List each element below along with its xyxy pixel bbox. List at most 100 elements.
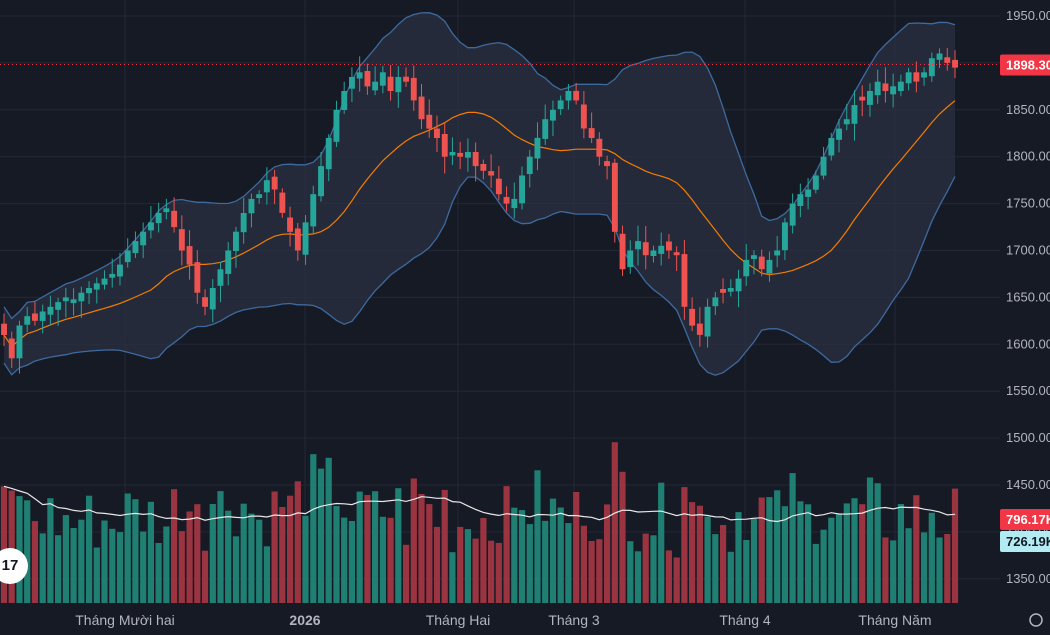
volume-bar (294, 481, 301, 603)
volume-bar (789, 473, 796, 603)
candle (39, 304, 46, 334)
candle-body (774, 250, 781, 256)
candle-body (124, 250, 131, 263)
candle-body (542, 119, 549, 139)
volume-bar (109, 528, 116, 603)
y-tick-label: 1950.00 (1006, 8, 1050, 23)
candles (1, 48, 958, 374)
candle-body (349, 77, 355, 89)
candle (735, 269, 742, 308)
volume-bar (619, 471, 626, 603)
volume-bar (689, 502, 696, 603)
candle (782, 217, 788, 260)
volume-bar (124, 493, 131, 603)
candle (364, 63, 371, 95)
volume-ma-line (3, 485, 956, 523)
volume-bar (596, 539, 603, 603)
y-tick-label: 1650.00 (1006, 289, 1050, 304)
x-tick-label: Tháng Năm (858, 612, 931, 628)
lower-band (3, 176, 956, 376)
candle (426, 99, 433, 138)
candle-body (580, 104, 587, 129)
volume-bar (171, 489, 178, 603)
price-axis[interactable]: 1950.001900.001850.001800.001750.001700.… (1000, 8, 1050, 586)
candle (140, 222, 147, 259)
volume-bar (805, 504, 812, 603)
volume-bar (217, 491, 224, 603)
candle (434, 115, 440, 153)
candle-body (248, 198, 255, 214)
volume-bar (511, 507, 518, 603)
candle (55, 297, 62, 326)
candle-body (658, 245, 665, 254)
volume-bar (743, 540, 750, 603)
volume-bar (928, 512, 935, 603)
y-tick-label: 1450.00 (1006, 477, 1050, 492)
volume-bar (225, 510, 232, 603)
volume-bar (93, 547, 100, 603)
candle-body (666, 241, 672, 251)
candle-body (565, 91, 572, 101)
y-tick-label: 1700.00 (1006, 243, 1050, 258)
candle-body (194, 262, 201, 293)
candle-body (171, 210, 178, 228)
volume-bar (86, 495, 93, 603)
volume-bar (441, 489, 448, 603)
candle (248, 193, 255, 228)
volume-bar (341, 517, 348, 603)
candle-body (117, 264, 123, 277)
last-price-label: 1898.30 (1006, 57, 1050, 72)
candle (318, 151, 324, 202)
volume-bar (673, 557, 680, 603)
candle-body (279, 192, 286, 213)
candle-body (55, 302, 62, 310)
candle (897, 74, 904, 97)
candle-body (766, 259, 773, 274)
candle-body (302, 222, 309, 255)
candle (395, 66, 402, 108)
candle-body (78, 292, 85, 302)
candle (349, 67, 355, 103)
volume-bar (62, 515, 69, 603)
candle (47, 295, 54, 325)
y-tick-label: 1600.00 (1006, 336, 1050, 351)
candle (689, 297, 696, 332)
time-axis[interactable]: Tháng Mười hai 2026 Tháng Hai Tháng 3 Tháng … (75, 612, 1043, 628)
candle-body (828, 137, 835, 156)
volume-bar (116, 532, 124, 603)
candle-body (1, 323, 8, 335)
candle (836, 119, 842, 153)
volume-bar (140, 531, 147, 603)
volume-bar (897, 504, 904, 603)
candle-body (418, 96, 425, 120)
volume-bar (696, 505, 703, 603)
candle (843, 103, 850, 131)
volume-bar (542, 520, 549, 603)
candle-body (758, 256, 765, 270)
candle (619, 225, 626, 277)
tradingview-logo[interactable]: 17 (0, 548, 28, 584)
candle (890, 73, 897, 108)
candle-body (325, 137, 332, 170)
candle-body (812, 175, 819, 190)
candle-body (495, 178, 502, 195)
candle (797, 183, 804, 218)
candle-body (944, 57, 951, 63)
volume-bar (426, 504, 433, 603)
candle-body (627, 250, 634, 268)
gear-icon[interactable] (1029, 613, 1043, 627)
volume-last-label: 796.17K (1006, 512, 1050, 527)
volume-ma-label: 726.19K (1006, 534, 1050, 549)
candle (805, 178, 812, 210)
volume-bar (55, 535, 62, 603)
candle-body (178, 229, 185, 251)
candle-body (890, 86, 897, 95)
volume-bar (611, 442, 618, 603)
candle-body (913, 72, 920, 82)
candle (580, 91, 587, 139)
candle (302, 214, 309, 265)
candle (372, 66, 379, 96)
volume-bar (642, 533, 649, 603)
candle (472, 142, 479, 182)
